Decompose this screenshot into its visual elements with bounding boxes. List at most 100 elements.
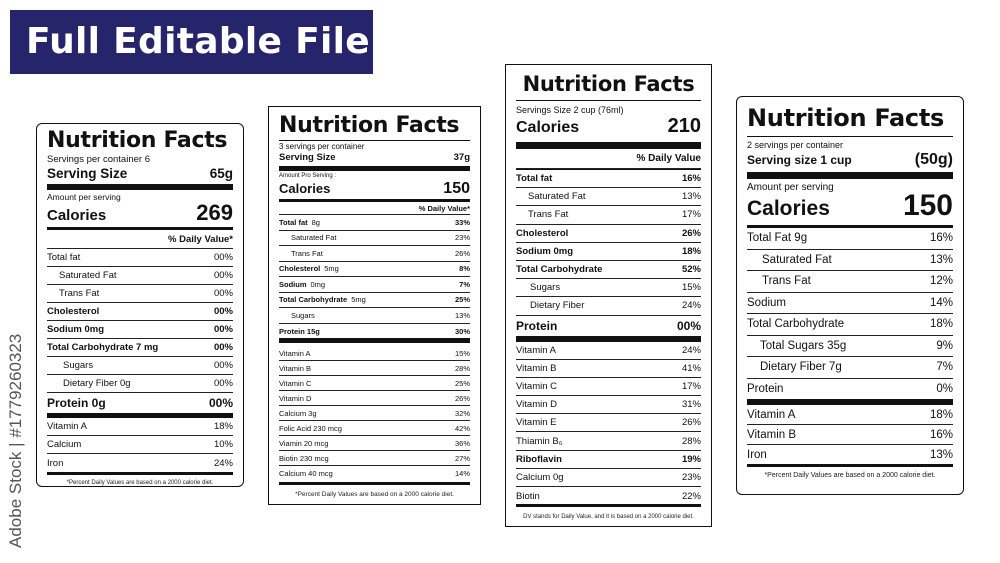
nutrient-daily-value: 32%	[454, 408, 470, 418]
nutrient-daily-value: 0%	[936, 383, 953, 396]
nutrient-daily-value: 24%	[681, 300, 701, 312]
vitamin-row: Vitamin A 18%	[47, 418, 233, 436]
nutrient-daily-value: 14%	[454, 469, 470, 478]
nutrient-name: Total Fat 9g	[747, 232, 807, 244]
serving-size-value: (50g)	[914, 151, 953, 168]
calories-value: 150	[902, 189, 953, 222]
nutrient-daily-value: 00%	[213, 360, 233, 371]
protein-value: 00%	[208, 396, 233, 410]
nutrient-daily-value: 15%	[681, 282, 701, 294]
nutrient-label: Cholesterol	[279, 264, 321, 274]
vitamin-row: Vitamin E 26%	[516, 414, 701, 433]
footnote: *Percent Daily Values are based on a 200…	[295, 491, 454, 498]
nutrient-name: Protein 15g	[279, 327, 320, 336]
nutrient-label: Protein 15g	[279, 326, 320, 336]
nutrient-name: Trans Fat	[747, 275, 811, 287]
nutrient-name: Protein	[747, 383, 783, 395]
calories-label: Calories	[747, 197, 830, 220]
nutrient-daily-value: 23%	[681, 471, 701, 483]
thick-divider	[47, 413, 233, 418]
vitamin-row: Vitamin C 25%	[279, 376, 470, 391]
vitamin-row: Calcium 40 mcg 14%	[279, 466, 470, 481]
footnote: DV stands for Daily Value, and it is bas…	[523, 514, 694, 521]
nutrient-label: Vitamin D	[279, 393, 312, 403]
nutrient-name: Riboflavin	[516, 454, 562, 465]
nutrient-amount: 0mg	[310, 279, 326, 289]
nutrition-label-2: Nutrition Facts 3 servings per container…	[268, 106, 481, 505]
nutrient-label: Total Carbohydrate	[747, 318, 845, 331]
protein-value: 00%	[676, 318, 701, 333]
nutrient-label: Iron	[747, 449, 767, 461]
nutrient-name: Vitamin A	[47, 421, 87, 432]
nutrient-name: Trans Fat	[516, 209, 568, 220]
nutrient-row: Sodium 0mg 00%	[47, 321, 233, 339]
nutrient-name: Sodium	[747, 297, 786, 309]
nutrient-label: Saturated Fat	[528, 191, 586, 203]
nutrient-label: Thiamin B₆	[516, 435, 563, 447]
nutrient-daily-value: 26%	[681, 417, 701, 429]
nutrient-label: Total Carbohydrate	[279, 295, 348, 305]
nutrient-amount: 5mg	[324, 264, 339, 274]
nutrient-label: Dietary Fiber	[530, 300, 585, 312]
nutrient-label: Vitamin E	[516, 417, 557, 429]
nutrient-name: Vitamin E	[516, 417, 556, 428]
nutrient-label: Sugars	[291, 310, 315, 320]
calories-label: Calories	[516, 119, 580, 136]
nutrient-daily-value: 00%	[213, 378, 233, 389]
vitamin-row: Vitamin A 15%	[279, 346, 470, 361]
nutrient-daily-value: 26%	[454, 393, 470, 403]
daily-value-header: % Daily Value*	[168, 233, 233, 245]
nutrient-row: Dietary Fiber 0g 00%	[47, 375, 233, 393]
nutrient-name: Dietary Fiber 0g	[47, 378, 131, 389]
vitamin-row: Calcium 0g 23%	[516, 469, 701, 487]
nutrient-daily-value: 16%	[929, 428, 953, 441]
nutrient-name: Total Carbohydrate	[516, 264, 602, 275]
nutrient-daily-value: 00%	[213, 252, 233, 263]
nutrient-row: Trans Fat 12%	[747, 271, 953, 293]
thin-divider	[516, 100, 701, 101]
thick-divider	[747, 399, 953, 405]
nutrient-label: Trans Fat	[528, 209, 569, 221]
nutrient-label: Dietary Fiber 7g	[760, 361, 842, 374]
nutrient-name: Cholesterol	[47, 306, 99, 317]
nutrient-name: Total Sugars 35g	[747, 340, 846, 352]
nutrient-amount: 8g	[311, 217, 320, 227]
nutrient-name: Calcium 3g	[279, 409, 317, 418]
serving-size-label: Serving Size	[279, 152, 336, 163]
stock-watermark-text: Adobe Stock | #1779260323	[6, 333, 25, 548]
nutrient-row: Sugars 15%	[516, 279, 701, 298]
nutrient-label: Vitamin C	[279, 378, 312, 388]
vitamin-row: Iron 24%	[47, 454, 233, 472]
servings-per-container: 2 servings per container	[747, 140, 844, 150]
thick-divider	[279, 166, 470, 171]
nutrient-label: Sugars	[530, 282, 561, 294]
nutrient-label: Total fat	[279, 217, 308, 227]
nutrient-row: Sodium 0mg 18%	[516, 243, 701, 261]
daily-value-header: % Daily Value*	[418, 203, 470, 213]
nutrient-row: Saturated Fat 00%	[47, 267, 233, 285]
nutrient-daily-value: 13%	[929, 253, 953, 266]
thick-divider	[516, 335, 701, 342]
nutrient-daily-value: 52%	[681, 264, 701, 276]
nutrient-row: Dietary Fiber 24%	[516, 297, 701, 316]
nutrient-label: Calcium	[47, 439, 82, 450]
nutrient-daily-value: 27%	[454, 453, 470, 463]
nutrient-name: Total fat 8g	[279, 218, 320, 227]
nutrition-label-3: Nutrition Facts Servings Size 2 cup (76m…	[505, 64, 712, 527]
nutrient-name: Vitamin A	[747, 409, 795, 421]
calories-label: Calories	[279, 181, 331, 196]
nutrient-name: Total Carbohydrate	[747, 318, 844, 330]
vitamin-row: Viamin 20 mcg 36%	[279, 436, 470, 451]
label-title: Nutrition Facts	[522, 72, 695, 96]
nutrient-label: Total fat	[516, 173, 553, 185]
nutrient-label: Vitamin C	[516, 380, 558, 392]
nutrient-label: Total Sugars 35g	[760, 339, 847, 352]
serving-size-label: Serving Size	[47, 166, 128, 181]
nutrient-daily-value: 16%	[681, 173, 701, 185]
nutrient-label: Total Fat 9g	[747, 232, 808, 245]
nutrient-row: Sugars 13%	[279, 308, 470, 324]
nutrient-name: Vitamin B	[516, 363, 556, 374]
nutrient-daily-value: 33%	[454, 217, 470, 227]
nutrient-name: Saturated Fat	[47, 270, 117, 281]
nutrient-name: Saturated Fat	[747, 254, 832, 266]
